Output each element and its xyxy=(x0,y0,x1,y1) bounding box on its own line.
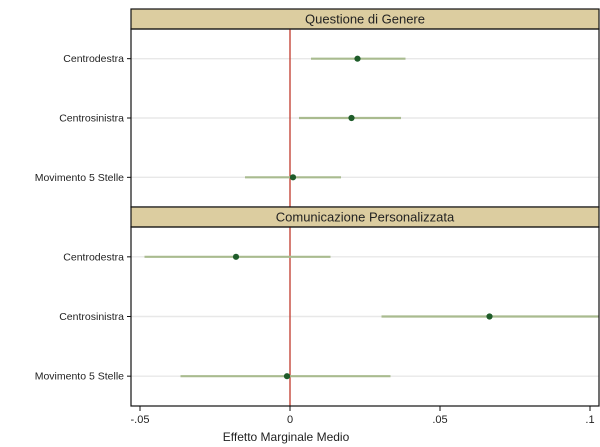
point-estimate xyxy=(289,174,297,181)
point-estimate xyxy=(348,114,355,122)
point-estimate xyxy=(354,55,361,62)
x-tick-label: .1 xyxy=(585,414,594,426)
point-estimate xyxy=(232,253,240,260)
x-tick-label: -.05 xyxy=(131,414,150,426)
y-tick-label: Centrosinistra xyxy=(59,311,124,323)
point-estimate xyxy=(486,313,493,320)
y-tick-label: Centrosinistra xyxy=(59,113,124,125)
panel-frame xyxy=(130,226,600,407)
panel-title: Comunicazione Personalizzata xyxy=(276,210,455,225)
x-tick-label: .05 xyxy=(432,414,447,426)
y-tick-label: Movimento 5 Stelle xyxy=(35,371,124,383)
y-tick-label: Movimento 5 Stelle xyxy=(35,172,124,184)
point-estimate xyxy=(283,373,291,380)
y-tick-label: Centrodestra xyxy=(63,53,124,65)
x-tick-label: 0 xyxy=(287,414,293,426)
y-tick-label: Centrodestra xyxy=(63,251,124,263)
x-axis-title: Effetto Marginale Medio xyxy=(223,430,350,444)
panel-title: Questione di Genere xyxy=(305,12,425,27)
